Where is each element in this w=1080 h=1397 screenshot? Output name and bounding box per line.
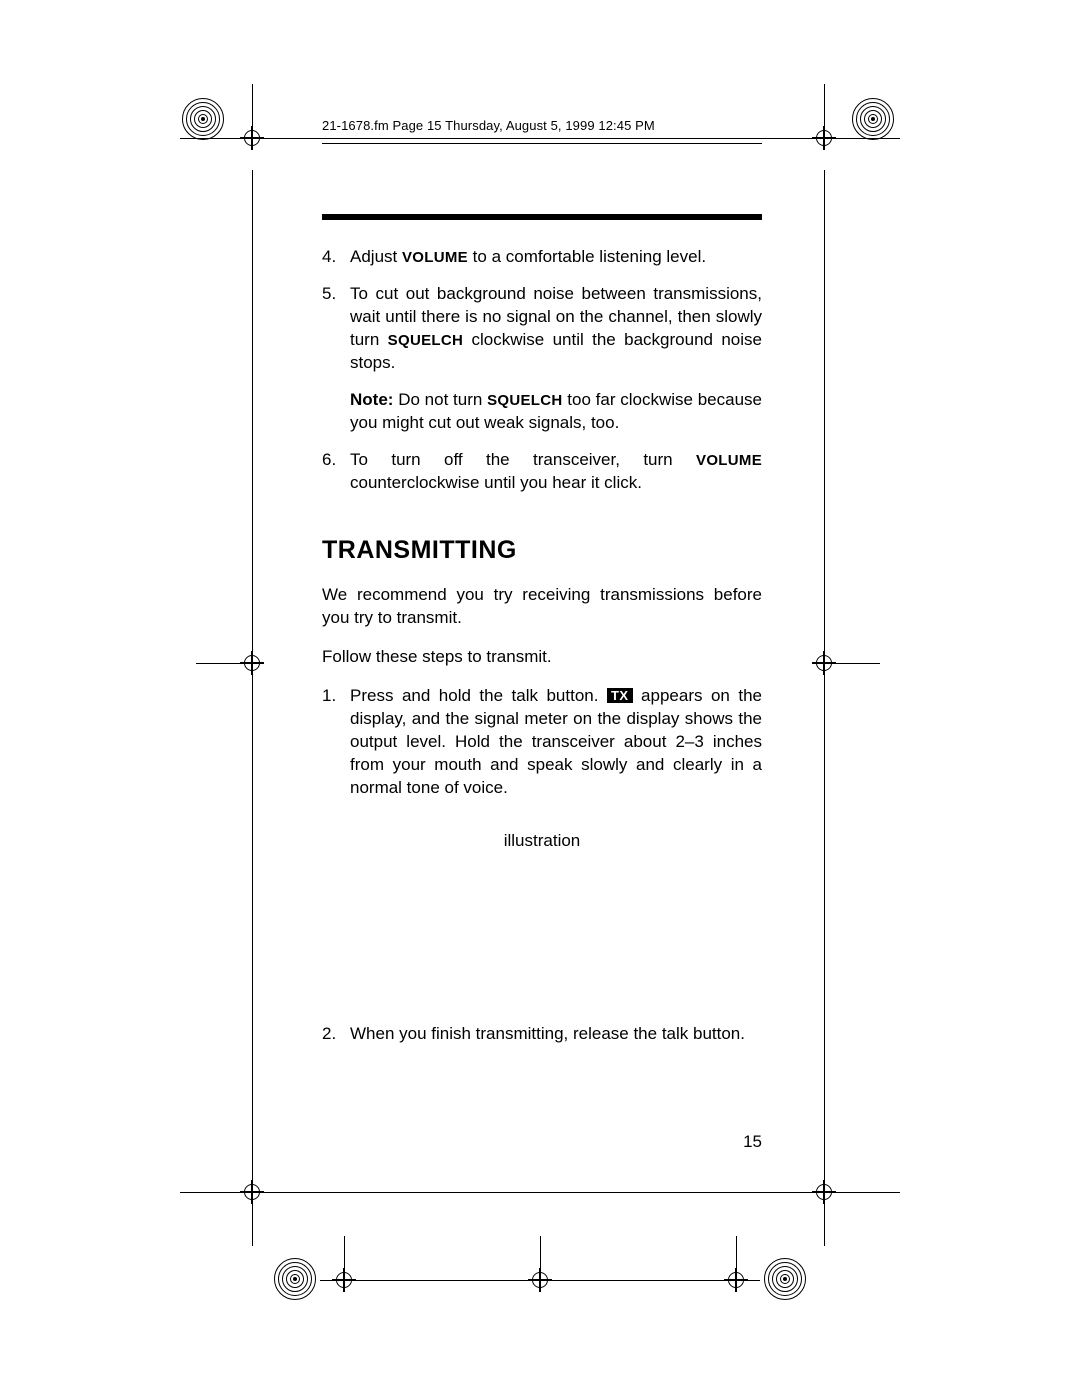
page-number: 15 — [322, 1132, 762, 1152]
page-content: 21-1678.fm Page 15 Thursday, August 5, 1… — [322, 118, 762, 1060]
step-5: 5. To cut out background noise between t… — [322, 283, 762, 375]
header-rule — [322, 143, 762, 144]
note-label: Note: — [350, 390, 393, 409]
illustration-placeholder: illustration — [322, 830, 762, 853]
registration-target-icon — [724, 1268, 748, 1292]
crop-line — [252, 170, 253, 1180]
step-4: 4. Adjust VOLUME to a comfortable listen… — [322, 246, 762, 269]
registration-spiral-icon — [274, 1258, 316, 1300]
step-text: To cut out background noise between tran… — [350, 283, 762, 375]
registration-spiral-icon — [764, 1258, 806, 1300]
step-number: 1. — [322, 685, 350, 800]
text-run: To turn off the transceiver, turn — [350, 450, 696, 469]
body-text: 4. Adjust VOLUME to a comfortable listen… — [322, 246, 762, 1046]
bold-run: VOLUME — [402, 249, 468, 266]
crop-line — [824, 170, 825, 1180]
paragraph: We recommend you try receiving transmiss… — [322, 584, 762, 630]
text-run: to a comfortable listening level. — [468, 247, 706, 266]
registration-spiral-icon — [852, 98, 894, 140]
crop-line — [252, 1204, 253, 1246]
crop-line — [824, 84, 825, 126]
registration-target-icon — [528, 1268, 552, 1292]
crop-line — [344, 1236, 345, 1270]
crop-line — [736, 1236, 737, 1270]
text-run: Adjust — [350, 247, 402, 266]
registration-target-icon — [812, 126, 836, 150]
step-6: 6. To turn off the transceiver, turn VOL… — [322, 449, 762, 495]
registration-target-icon — [240, 651, 264, 675]
section-divider — [322, 214, 762, 220]
registration-target-icon — [240, 1180, 264, 1204]
crop-line — [540, 1236, 541, 1270]
paragraph: Follow these steps to transmit. — [322, 646, 762, 669]
registration-target-icon — [240, 126, 264, 150]
crop-line — [824, 1204, 825, 1246]
bold-run: SQUELCH — [388, 332, 463, 349]
note-block: Note: Do not turn SQUELCH too far clockw… — [350, 389, 762, 435]
step-text: When you finish transmitting, release th… — [350, 1023, 762, 1046]
bold-run: VOLUME — [696, 452, 762, 469]
text-run: Do not turn — [393, 390, 487, 409]
crop-line — [180, 1192, 900, 1193]
step-text: Press and hold the talk button. TX appea… — [350, 685, 762, 800]
registration-target-icon — [812, 1180, 836, 1204]
step-text: To turn off the transceiver, turn VOLUME… — [350, 449, 762, 495]
page: 21-1678.fm Page 15 Thursday, August 5, 1… — [0, 0, 1080, 1397]
running-head: 21-1678.fm Page 15 Thursday, August 5, 1… — [322, 118, 762, 133]
text-run: Press and hold the talk button. — [350, 686, 607, 705]
transmit-step-1: 1. Press and hold the talk button. TX ap… — [322, 685, 762, 800]
step-number: 2. — [322, 1023, 350, 1046]
step-number: 5. — [322, 283, 350, 375]
step-number: 6. — [322, 449, 350, 495]
registration-spiral-icon — [182, 98, 224, 140]
step-number: 4. — [322, 246, 350, 269]
section-heading: TRANSMITTING — [322, 534, 762, 568]
crop-line — [252, 84, 253, 126]
step-text: Adjust VOLUME to a comfortable listening… — [350, 246, 762, 269]
transmit-step-2: 2. When you finish transmitting, release… — [322, 1023, 762, 1046]
tx-badge-icon: TX — [607, 688, 633, 703]
bold-run: SQUELCH — [487, 392, 562, 409]
text-run: counterclockwise until you hear it click… — [350, 473, 642, 492]
crop-line — [824, 663, 880, 664]
